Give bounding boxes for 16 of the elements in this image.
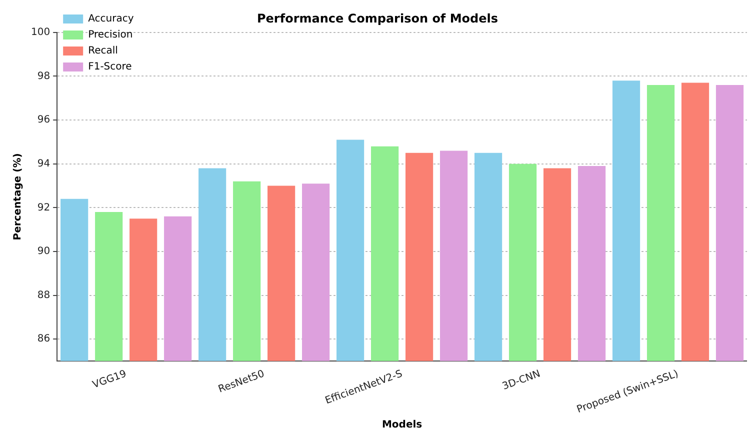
y-tick-label: 100 bbox=[30, 26, 50, 38]
y-tick-label: 90 bbox=[37, 246, 50, 258]
chart-title: Performance Comparison of Models bbox=[256, 11, 498, 26]
x-tick-label: VGG19 bbox=[91, 368, 128, 391]
y-tick-label: 88 bbox=[37, 290, 50, 301]
y-tick-label: 94 bbox=[37, 158, 50, 170]
x-axis-title: Models bbox=[382, 420, 422, 431]
y-tick-label: 96 bbox=[37, 114, 50, 126]
y-tick-label: 98 bbox=[37, 70, 50, 82]
y-axis-title: Percentage (%) bbox=[12, 153, 24, 240]
legend-label: Accuracy bbox=[88, 14, 134, 25]
legend-label: Recall bbox=[88, 46, 118, 57]
y-tick-label: 86 bbox=[37, 334, 50, 345]
y-tick-label: 92 bbox=[37, 202, 50, 214]
legend-label: F1-Score bbox=[88, 62, 132, 73]
legend-label: Precision bbox=[88, 30, 133, 41]
